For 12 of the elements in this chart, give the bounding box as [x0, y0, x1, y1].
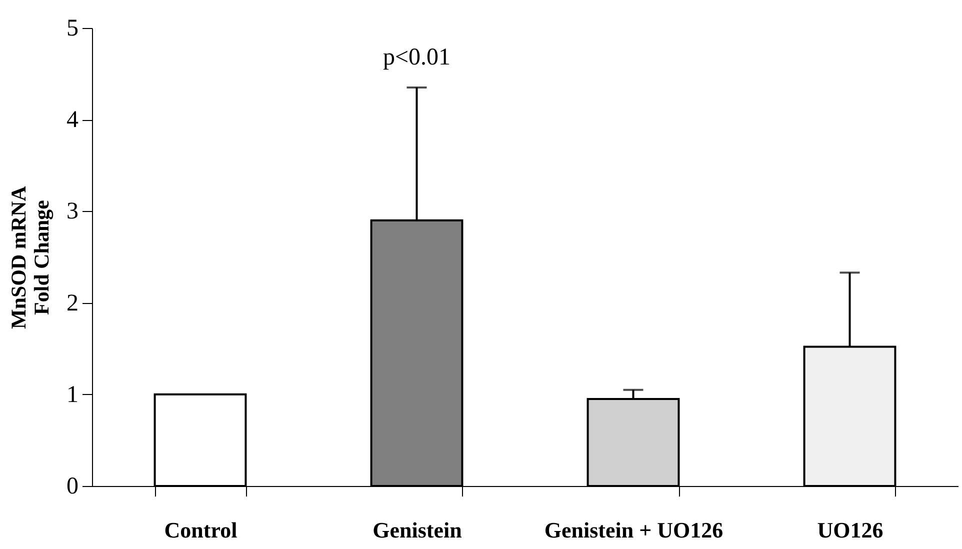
- y-axis-title: MnSOD mRNA Fold Change: [6, 185, 54, 329]
- x-tick-label: UO126: [817, 518, 884, 542]
- y-tick-label: 0: [66, 474, 78, 500]
- x-tick-label: Control: [164, 518, 238, 542]
- annotation: p<0.01: [382, 44, 451, 71]
- y-tick-label: 2: [66, 290, 78, 316]
- y-tick-label: 5: [66, 16, 78, 42]
- y-tick-label: 4: [66, 107, 78, 134]
- x-tick-label: Genistein: [372, 518, 462, 542]
- x-tick-label: Genistein + UO126: [544, 518, 724, 542]
- y-tick-label: 3: [66, 198, 78, 225]
- y-tick-label: 1: [66, 382, 78, 408]
